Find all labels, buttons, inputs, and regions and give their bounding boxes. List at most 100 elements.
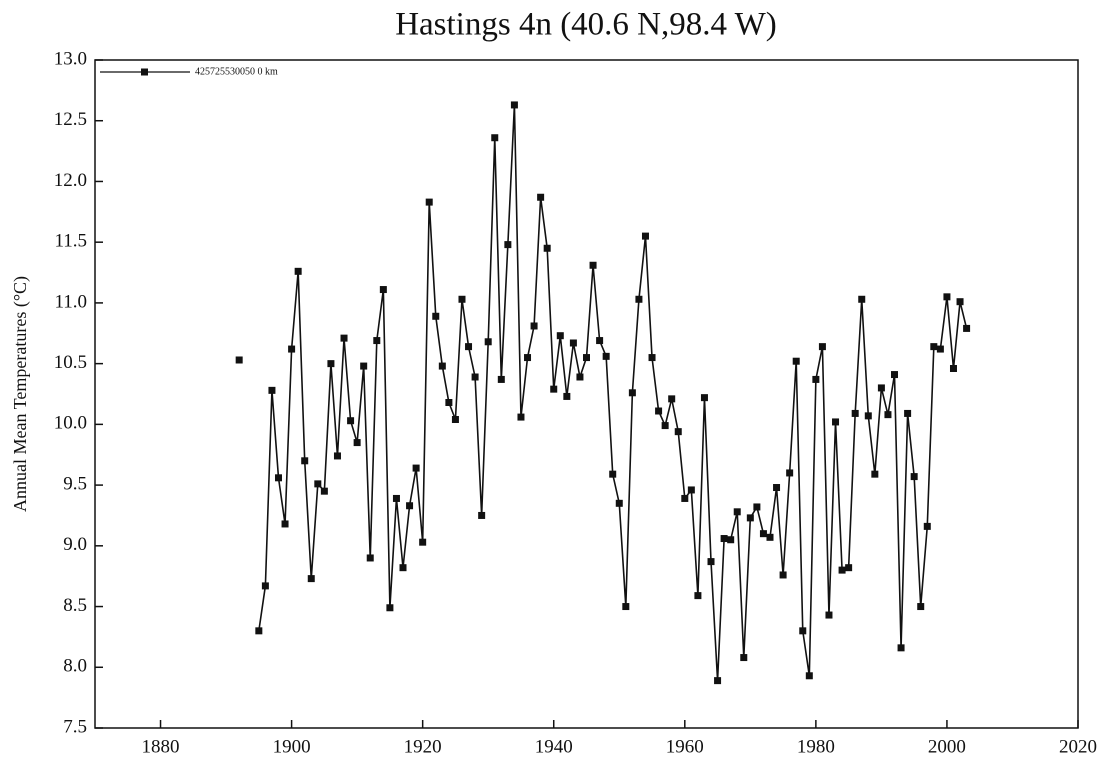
x-tick-label: 2000 — [928, 736, 966, 757]
point — [720, 535, 728, 543]
point — [327, 360, 335, 368]
series-line — [258, 104, 968, 681]
point — [687, 486, 695, 494]
point — [668, 395, 676, 403]
point — [963, 324, 971, 332]
point — [360, 362, 368, 370]
y-tick-label: 12.0 — [54, 170, 87, 191]
point — [825, 611, 833, 619]
point — [576, 373, 584, 381]
x-tick-label: 1920 — [404, 736, 442, 757]
point — [779, 571, 787, 579]
point — [661, 422, 669, 430]
point — [956, 298, 964, 306]
point — [936, 345, 944, 353]
point — [858, 295, 866, 303]
point — [491, 134, 499, 142]
legend-marker — [141, 68, 148, 76]
point — [379, 286, 387, 294]
x-tick-label: 1960 — [666, 736, 704, 757]
point — [445, 399, 453, 407]
point — [786, 469, 794, 477]
point — [406, 502, 414, 510]
point — [333, 452, 341, 460]
y-tick-label: 9.5 — [63, 473, 87, 494]
point — [733, 508, 741, 516]
point — [484, 338, 492, 346]
point — [425, 198, 433, 206]
point — [235, 356, 243, 364]
point — [832, 418, 840, 426]
point — [773, 484, 781, 492]
y-tick-label: 10.0 — [54, 413, 87, 434]
point — [700, 394, 708, 402]
point — [904, 409, 912, 417]
point — [596, 337, 604, 345]
point — [419, 538, 427, 546]
point — [792, 357, 800, 365]
point — [615, 499, 623, 507]
point — [294, 267, 302, 275]
point — [602, 352, 610, 360]
point — [465, 343, 473, 351]
point — [255, 627, 263, 635]
y-tick-label: 12.5 — [54, 109, 87, 130]
point — [812, 375, 820, 383]
x-tick-label: 1900 — [273, 736, 311, 757]
point — [753, 503, 761, 511]
point — [366, 554, 374, 562]
point — [641, 232, 649, 240]
point — [478, 511, 486, 519]
point — [392, 494, 400, 502]
x-tick-label: 1940 — [535, 736, 573, 757]
point — [648, 354, 656, 362]
point — [471, 373, 479, 381]
point — [589, 261, 597, 269]
point — [517, 413, 525, 421]
point — [510, 101, 518, 109]
point — [864, 412, 872, 420]
y-tick-label: 7.5 — [63, 716, 87, 737]
point — [274, 474, 282, 482]
point — [530, 322, 538, 330]
point — [556, 332, 564, 340]
point — [583, 354, 590, 362]
point — [877, 384, 885, 392]
point — [727, 536, 735, 544]
y-tick-label: 9.0 — [63, 534, 87, 555]
point — [550, 385, 558, 393]
point — [497, 375, 505, 383]
point — [884, 411, 892, 419]
point — [845, 564, 853, 572]
point — [353, 439, 361, 447]
point — [799, 627, 807, 635]
point — [347, 417, 355, 425]
y-tick-label: 10.5 — [54, 352, 87, 373]
point — [412, 464, 420, 472]
point — [314, 480, 322, 488]
point — [871, 470, 879, 478]
point — [563, 392, 571, 400]
point — [537, 193, 545, 201]
point — [504, 241, 512, 249]
y-tick-label: 13.0 — [54, 48, 87, 69]
point — [569, 339, 577, 347]
point — [622, 603, 630, 611]
point — [930, 343, 938, 351]
point — [458, 295, 466, 303]
point — [943, 293, 951, 301]
point — [301, 457, 309, 465]
point — [288, 345, 296, 353]
point — [681, 494, 689, 502]
y-tick-label: 11.0 — [54, 291, 87, 312]
point — [373, 337, 381, 345]
point — [851, 409, 859, 417]
legend-label: 425725530050 0 km — [195, 66, 278, 77]
point — [438, 362, 446, 370]
point — [746, 514, 754, 522]
y-tick-label: 8.5 — [63, 595, 87, 616]
point — [340, 334, 348, 342]
y-tick-label: 11.5 — [54, 231, 87, 252]
point — [609, 470, 617, 478]
chart-title: Hastings 4n (40.6 N,98.4 W) — [395, 7, 777, 43]
